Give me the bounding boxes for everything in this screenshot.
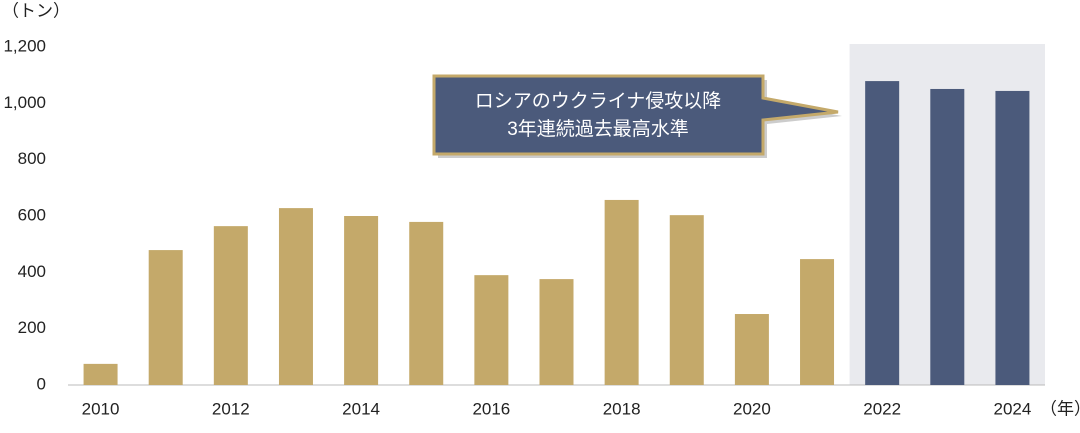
y-tick-label: 0: [37, 374, 46, 393]
x-tick-label: 2022: [863, 399, 901, 418]
y-tick-label: 800: [18, 149, 46, 168]
bar: [474, 275, 509, 385]
bar: [930, 88, 965, 386]
x-tick-label: 2012: [212, 399, 250, 418]
bar: [734, 314, 769, 385]
bar: [213, 226, 248, 385]
callout-box: [432, 74, 839, 156]
y-unit-label: （トン）: [2, 1, 70, 20]
x-tick-label: 2020: [733, 399, 771, 418]
bar: [995, 90, 1030, 385]
bar: [83, 363, 118, 385]
x-unit-label: （年）: [1040, 399, 1080, 418]
x-tick-label: 2018: [603, 399, 641, 418]
x-tick-label: 2016: [472, 399, 510, 418]
x-tick-label: 2014: [342, 399, 380, 418]
bar: [148, 250, 183, 385]
bar: [278, 208, 313, 385]
bar: [800, 259, 835, 385]
y-tick-label: 400: [18, 262, 46, 281]
bar: [344, 216, 379, 385]
x-tick-label: 2024: [994, 399, 1032, 418]
bar: [865, 81, 900, 385]
bar: [669, 215, 704, 385]
bar: [539, 279, 574, 385]
y-tick-label: 1,000: [3, 93, 46, 112]
callout: ロシアのウクライナ侵攻以降 3年連続過去最高水準: [432, 74, 842, 158]
callout-text: ロシアのウクライナ侵攻以降: [475, 90, 722, 112]
y-tick-label: 1,200: [3, 36, 46, 55]
bar: [409, 221, 444, 385]
callout-text: 3年連続過去最高水準: [507, 118, 689, 140]
bar: [604, 199, 639, 385]
y-tick-label: 200: [18, 318, 46, 337]
y-tick-label: 600: [18, 205, 46, 224]
x-tick-label: 2010: [82, 399, 120, 418]
